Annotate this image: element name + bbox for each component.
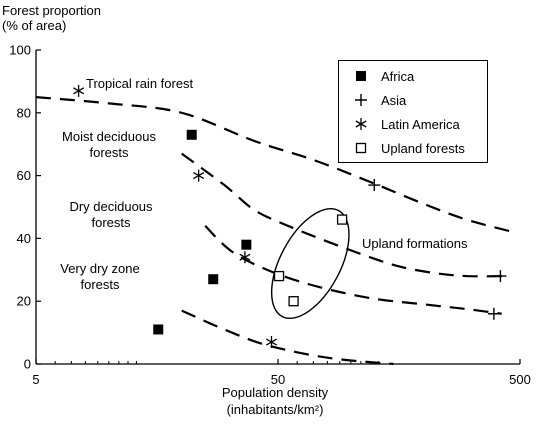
legend-item-latin-america: Latin America: [339, 115, 460, 133]
point-asia: [487, 307, 500, 320]
legend-item-africa: Africa: [339, 67, 414, 85]
y-axis-title: Forest proportion (% of area): [2, 3, 101, 33]
point-africa: [186, 129, 197, 140]
annotation-tropical-rain-forest: Tropical rain forest: [86, 76, 194, 91]
point-latin-america: [265, 336, 278, 349]
y-axis-title-line1: Forest proportion: [2, 3, 101, 18]
y-tick-label: 0: [24, 357, 31, 372]
annotation-moist-deciduous: Moist deciduous forests: [62, 129, 156, 160]
y-tick-label: 100: [9, 43, 31, 58]
annotation-very-dry-zone: Very dry zone forests: [60, 261, 140, 292]
x-axis-title: Population density (inhabitants/km²): [150, 384, 400, 418]
data-points: [73, 84, 507, 349]
open-square-icon: [349, 142, 373, 154]
legend-item-upland-forests: Upland forests: [339, 139, 465, 157]
legend-item-asia: Asia: [339, 91, 406, 109]
legend-label-latin-america: Latin America: [381, 116, 460, 132]
trend-curves: [35, 96, 514, 366]
point-upland: [288, 296, 299, 307]
trend-curve: [181, 309, 394, 366]
legend: Africa Asia Latin America Upland forests: [338, 60, 488, 163]
y-tick-label: 20: [17, 294, 31, 309]
point-latin-america: [193, 169, 205, 182]
x-axis-title-line1: Population density: [221, 385, 329, 400]
trend-curve: [204, 225, 502, 315]
trend-curve: [35, 96, 514, 234]
trend-curve: [181, 152, 507, 278]
upland-ellipse-group: [270, 208, 350, 320]
point-upland: [336, 214, 348, 225]
asterisk-icon: [349, 118, 373, 130]
x-tick-label: 500: [509, 372, 531, 387]
x-axis-title-line2: (inhabitants/km²): [226, 402, 324, 417]
x-tick-label: 50: [271, 372, 285, 387]
annotation-dry-deciduous: Dry deciduous forests: [69, 199, 153, 230]
plus-icon: [349, 94, 373, 106]
axes: 0 20 40 60 80 100 5 50 500: [9, 43, 531, 388]
y-tick-label: 60: [17, 168, 31, 183]
filled-square-icon: [349, 70, 373, 82]
y-tick-label: 80: [17, 105, 31, 120]
annotation-upland-formations: Upland formations: [362, 236, 468, 251]
legend-label-asia: Asia: [381, 92, 407, 108]
point-latin-america: [239, 251, 251, 264]
legend-label-africa: Africa: [381, 68, 415, 84]
point-africa: [153, 324, 164, 335]
point-asia: [494, 270, 507, 283]
point-upland: [273, 270, 285, 282]
upland-ellipse: [270, 208, 350, 320]
point-latin-america: [73, 84, 85, 97]
x-tick-label: 5: [32, 372, 39, 387]
point-asia: [368, 179, 381, 192]
legend-label-upland-forests: Upland forests: [381, 140, 465, 156]
y-tick-label: 40: [17, 231, 31, 246]
point-africa: [241, 239, 252, 250]
y-axis-title-line2: (% of area): [2, 18, 67, 33]
point-africa: [208, 274, 219, 285]
